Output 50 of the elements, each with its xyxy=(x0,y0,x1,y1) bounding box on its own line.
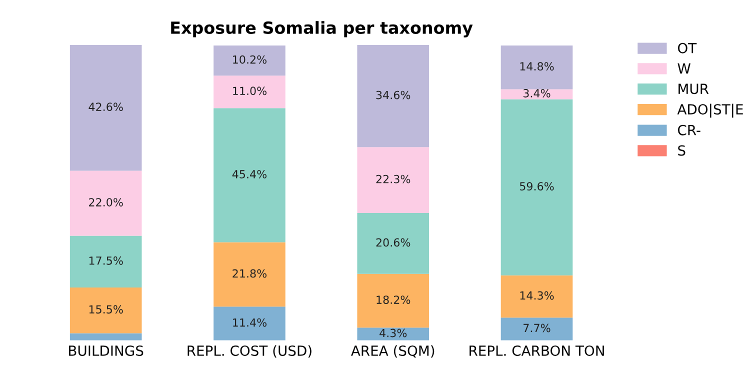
bar xyxy=(214,242,286,307)
legend-label: CR- xyxy=(678,124,700,136)
data-label: 59.6% xyxy=(520,182,554,191)
data-label: 7.7% xyxy=(524,324,550,332)
data-label: 14.8% xyxy=(520,62,554,71)
data-label: 21.8% xyxy=(232,269,267,278)
data-label: 11.0% xyxy=(233,86,267,96)
data-label: 4.3% xyxy=(380,328,407,338)
x-tick-label: REPL. CARBON TON xyxy=(470,345,604,356)
data-label: 15.5% xyxy=(89,305,123,314)
data-label: 22.0% xyxy=(89,198,123,206)
x-tick-label: REPL. COST (USD) xyxy=(188,345,312,358)
bar xyxy=(500,89,573,100)
bar xyxy=(500,45,573,90)
data-label: 14.3% xyxy=(520,291,554,300)
data-label: 11.4% xyxy=(233,318,267,327)
bar xyxy=(357,274,430,328)
data-label: 22.3% xyxy=(376,174,410,184)
bar xyxy=(214,108,286,242)
x-tick-label: BUILDINGS xyxy=(69,345,144,356)
bar xyxy=(214,45,286,76)
bar xyxy=(70,44,142,171)
bar xyxy=(70,287,142,334)
data-label: 42.6% xyxy=(88,102,123,112)
bar xyxy=(500,99,573,276)
data-label: 34.6% xyxy=(376,90,410,100)
x-tick-label: AREA (SQM) xyxy=(351,345,434,358)
chart-title: Exposure Somalia per taxonomy xyxy=(171,21,473,38)
data-label: 18.2% xyxy=(376,296,410,304)
bar xyxy=(214,306,286,340)
bar xyxy=(357,44,430,148)
legend-label: OT xyxy=(678,42,697,54)
bar xyxy=(357,328,430,340)
bar xyxy=(70,170,142,236)
bar xyxy=(357,147,430,213)
legend-label: S xyxy=(678,145,686,156)
bar xyxy=(70,333,142,340)
legend-label: ADO|ST|E xyxy=(677,104,743,118)
data-label: 45.4% xyxy=(232,170,267,178)
bar xyxy=(500,275,573,318)
data-label: 3.4% xyxy=(523,89,550,98)
bar xyxy=(357,212,430,274)
legend-label: W xyxy=(678,63,690,74)
bar xyxy=(500,318,573,340)
bar xyxy=(70,236,142,288)
data-label: 20.6% xyxy=(376,238,410,247)
data-label: 17.5% xyxy=(89,256,123,265)
data-label: 10.2% xyxy=(233,55,267,64)
legend-label: MUR xyxy=(678,84,709,94)
bar xyxy=(214,76,286,108)
